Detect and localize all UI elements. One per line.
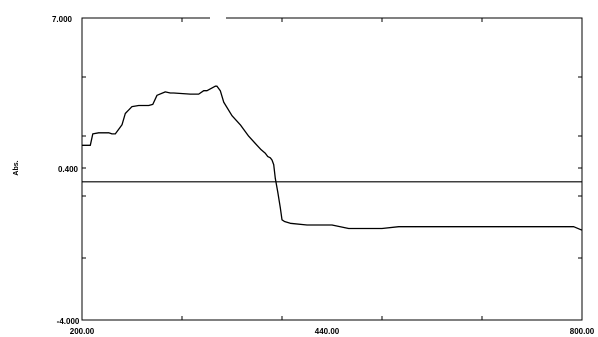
spectrum-point	[548, 226, 550, 228]
spectrum-point	[98, 132, 100, 134]
spectrum-point	[269, 157, 271, 159]
spectrum-point	[314, 224, 316, 226]
spectrum-point	[141, 105, 143, 106]
spectrum-point	[156, 94, 158, 96]
x-tick-label-middle: 440.00	[315, 327, 340, 336]
spectrum-point	[364, 228, 366, 229]
y-tick-label-bottom: -4.000	[57, 317, 80, 326]
spectrum-point	[214, 85, 216, 87]
spectrum-point	[248, 135, 250, 137]
spectrum-point	[152, 104, 154, 105]
spectrum-point	[198, 93, 200, 95]
x-tick-label-right: 800.00	[570, 327, 595, 336]
spectrum-point	[564, 226, 566, 228]
spectrum-point	[189, 93, 191, 95]
spectrum-point	[331, 224, 333, 226]
spectrum-point	[124, 113, 126, 114]
spectrum-point	[274, 178, 276, 179]
spectrum-point	[514, 226, 516, 228]
spectrum-point	[239, 124, 241, 126]
spectrum-point	[381, 228, 383, 229]
spectrum-point	[277, 191, 279, 193]
y-axis-title: Abs.	[13, 160, 20, 175]
spectrum-point	[581, 229, 583, 231]
spectrum-point	[414, 226, 416, 228]
spectrum-point	[289, 222, 291, 224]
y-tick-label-top: 7.000	[52, 15, 73, 24]
spectrum-point	[273, 164, 275, 166]
spectrum-point	[348, 228, 350, 229]
plot-area	[81, 16, 583, 321]
spectrum-point	[306, 224, 308, 226]
spectrum-point	[164, 91, 166, 93]
spectrum-line-0	[82, 85, 583, 231]
y-axis-title-group: Abs.	[13, 160, 20, 175]
spectrum-point	[131, 106, 133, 107]
spectrum-point	[219, 90, 221, 92]
spectrum-point	[173, 92, 175, 94]
spectrum-point	[498, 226, 500, 228]
spectrum-point	[108, 132, 110, 134]
spectrum-point	[121, 124, 123, 126]
spectrum-point	[271, 159, 273, 161]
y-tick-label-middle: 0.400	[58, 165, 79, 174]
spectrum-point	[398, 226, 400, 228]
spectrum-point	[264, 152, 266, 154]
x-tick-label-left: 200.00	[70, 327, 95, 336]
spectrum-point	[92, 133, 94, 135]
spectrum-point	[231, 115, 233, 117]
spectrum-point	[223, 101, 225, 103]
spectrum-point	[279, 207, 281, 209]
spectrum-point	[169, 92, 171, 94]
spectrum-point	[448, 226, 450, 228]
spectrum-point	[260, 149, 262, 151]
spectrum-point	[267, 156, 269, 158]
spectrum-point	[148, 105, 150, 106]
spectrum-point	[203, 90, 205, 92]
spectrum-point	[256, 144, 258, 146]
spectrum-point	[89, 144, 91, 146]
spectrum-point	[284, 221, 285, 222]
spectrum-point	[206, 90, 208, 92]
spectrum-point	[573, 226, 575, 228]
spectrum-point	[138, 105, 140, 106]
spectrum-point	[481, 226, 483, 228]
spectrum-point	[281, 219, 283, 221]
spectrum-point	[114, 133, 116, 135]
spectrum-point	[216, 85, 218, 87]
plot-frame	[81, 17, 583, 321]
spectrum-point	[111, 133, 113, 135]
spectrum-point	[81, 144, 83, 146]
